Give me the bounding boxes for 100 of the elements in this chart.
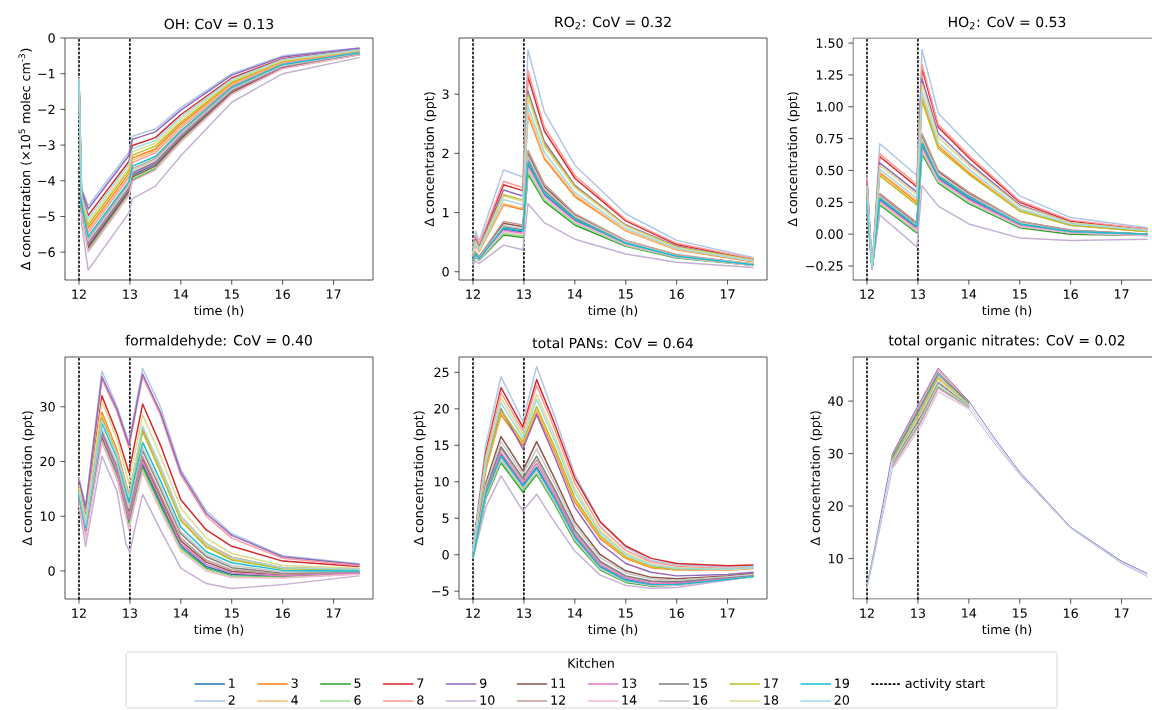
y-tick-label: 0.00 <box>816 229 843 239</box>
x-tick-label: 14 <box>962 608 977 618</box>
legend-label: 18 <box>764 695 779 705</box>
x-axis-title: time (h) <box>982 305 1032 317</box>
x-tick-label: 12 <box>860 608 874 618</box>
x-tick-label: 17 <box>326 608 341 618</box>
y-tick-label: 0 <box>48 33 55 43</box>
y-axis-title: Δ concentration (ppt) <box>787 92 800 227</box>
legend-label: 9 <box>479 678 487 688</box>
y-tick-label: 1.00 <box>816 101 843 112</box>
x-tick-label: 15 <box>619 608 633 618</box>
x-tick-label: 12 <box>860 289 874 299</box>
y-tick-label: 10 <box>40 511 55 522</box>
legend-label: 7 <box>417 678 424 688</box>
x-tick-label: 15 <box>225 289 239 299</box>
x-tick-label: 15 <box>1013 608 1027 618</box>
x-tick-label: 17 <box>326 289 341 299</box>
y-tick-label: 2 <box>442 148 449 159</box>
y-tick-label: 20 <box>828 501 843 511</box>
x-tick-label: 16 <box>275 289 290 299</box>
x-tick-label: 13 <box>123 289 137 299</box>
y-tick-label: 1 <box>442 207 449 218</box>
chart-title: OH: CoV = 0.13 <box>164 18 274 30</box>
y-axis-title: Δ concentration (×10$^{5}$ molec cm$^{-3}$) <box>18 48 32 271</box>
x-tick-label: 17 <box>720 608 735 618</box>
x-tick-label: 14 <box>568 608 583 618</box>
x-tick-label: 15 <box>619 289 633 299</box>
y-tick-label: 25 <box>434 367 449 378</box>
y-tick-label: −4 <box>38 176 55 186</box>
legend-label: 2 <box>228 695 235 705</box>
x-axis-title: time (h) <box>588 624 638 636</box>
y-tick-label: 0 <box>442 549 449 560</box>
x-tick-label: 14 <box>174 289 189 299</box>
y-tick-label: 10 <box>434 476 449 487</box>
y-tick-label: 20 <box>40 456 55 467</box>
chart-title: total PANs: CoV = 0.64 <box>532 337 694 349</box>
y-tick-label: 10 <box>828 553 843 564</box>
chart-title: total organic nitrates: CoV = 0.02 <box>888 334 1125 349</box>
y-axis-title: Δ concentration (ppt) <box>22 411 35 546</box>
x-tick-label: 17 <box>720 289 735 299</box>
chart-title: HO$_{2}$: CoV = 0.53 <box>948 16 1066 30</box>
x-tick-label: 16 <box>1063 608 1078 618</box>
legend-label: 16 <box>693 695 708 705</box>
x-tick-label: 15 <box>225 608 239 618</box>
y-tick-label: 0 <box>48 566 55 576</box>
x-axis-title: time (h) <box>588 305 638 317</box>
x-tick-label: 15 <box>1013 289 1027 299</box>
y-axis-title: Δ concentration (ppt) <box>413 411 426 546</box>
y-tick-label: 1.50 <box>816 38 843 48</box>
x-tick-label: 14 <box>568 289 583 299</box>
x-tick-label: 13 <box>517 608 531 618</box>
y-tick-label: 1.25 <box>816 70 843 80</box>
legend-label: 4 <box>291 695 298 705</box>
y-tick-label: 5 <box>442 513 449 523</box>
x-tick-label: 12 <box>72 608 86 618</box>
x-tick-label: 12 <box>466 289 480 299</box>
chart-title: formaldehyde: CoV = 0.40 <box>125 334 312 349</box>
y-tick-label: 3 <box>442 89 449 100</box>
legend-label: 3 <box>291 678 298 688</box>
y-tick-label: −5 <box>38 211 55 222</box>
x-tick-label: 13 <box>911 289 925 299</box>
y-tick-label: 30 <box>828 448 843 459</box>
chart-title: RO$_{2}$: CoV = 0.32 <box>555 16 671 30</box>
y-tick-label: 40 <box>828 396 843 406</box>
y-tick-label: 15 <box>434 440 449 450</box>
x-tick-label: 16 <box>669 608 684 618</box>
legend-label: 11 <box>551 678 566 688</box>
legend-label: 19 <box>835 678 850 688</box>
y-tick-label: −5 <box>432 586 449 596</box>
legend-label: 1 <box>229 678 235 688</box>
y-tick-label: −1 <box>38 69 55 79</box>
legend-label: 8 <box>417 695 424 705</box>
y-axis-title: Δ concentration (ppt) <box>424 92 437 227</box>
x-tick-label: 16 <box>1064 289 1078 299</box>
x-axis-title: time (h) <box>982 624 1032 636</box>
x-tick-label: 17 <box>1114 608 1129 618</box>
y-tick-label: 0.75 <box>816 133 843 144</box>
legend-title: Kitchen <box>568 658 614 668</box>
x-tick-label: 14 <box>174 608 189 618</box>
y-axis-title: Δ concentration (ppt) <box>810 411 823 546</box>
legend-label: 10 <box>480 695 495 705</box>
x-tick-label: 16 <box>669 289 684 299</box>
x-tick-label: 17 <box>1114 289 1129 299</box>
y-tick-label: 0.25 <box>816 197 843 208</box>
legend-label: 5 <box>354 678 361 688</box>
y-tick-label: −3 <box>38 140 55 150</box>
y-tick-label: 0.50 <box>816 165 843 176</box>
x-tick-label: 14 <box>962 289 977 299</box>
legend-label: 12 <box>551 695 565 705</box>
y-tick-label: 30 <box>40 402 55 412</box>
y-tick-label: 20 <box>434 404 449 414</box>
y-tick-label: −2 <box>38 104 55 115</box>
x-tick-label: 16 <box>275 608 290 618</box>
legend-label: activity start <box>905 678 985 691</box>
x-tick-label: 13 <box>123 608 137 618</box>
legend-label: 15 <box>693 678 707 688</box>
legend-label: 17 <box>764 678 778 688</box>
x-axis-title: time (h) <box>194 624 244 636</box>
x-tick-label: 12 <box>72 289 86 299</box>
legend-label: 14 <box>622 695 637 705</box>
